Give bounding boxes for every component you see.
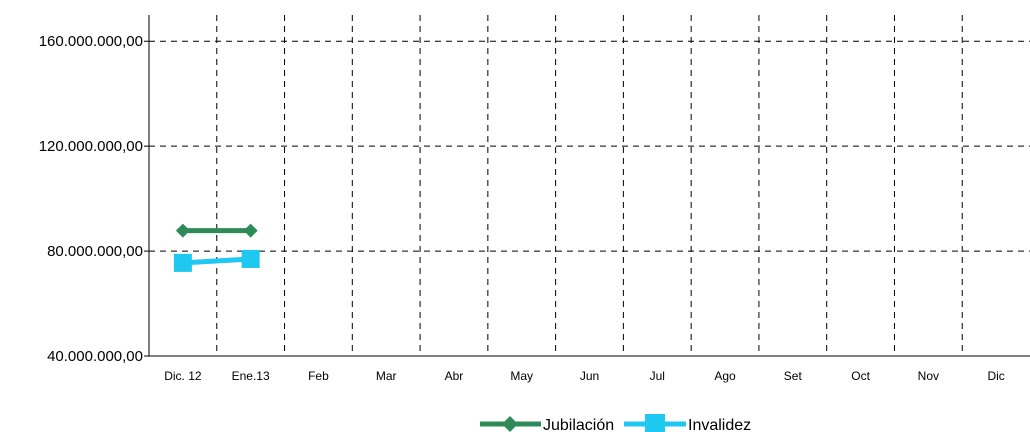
data-point-invalidez (173, 253, 192, 272)
data-point-jubilacion (243, 223, 258, 238)
x-tick-label: Jun (580, 369, 599, 383)
x-tick-label: Jul (650, 369, 665, 383)
x-tick-label: Dic (987, 369, 1004, 383)
x-tick-label: Dic. 12 (164, 369, 202, 383)
x-tick-label: Set (784, 369, 803, 383)
y-tick-label: 160.000.000,00 (39, 33, 143, 50)
x-tick-label: Abr (445, 369, 464, 383)
data-point-invalidez (241, 249, 260, 268)
data-point-jubilacion (175, 223, 190, 238)
x-tick-label: Ago (714, 369, 736, 383)
legend-label-invalidez: Invalidez (688, 417, 751, 432)
x-tick-label: Mar (376, 369, 397, 383)
legend-marker-jubilacion (502, 416, 518, 432)
x-tick-label: Ene.13 (232, 369, 270, 383)
y-tick-label: 80.000.000,00 (47, 243, 143, 260)
legend-marker-invalidez (645, 414, 665, 432)
y-tick-label: 40.000.000,00 (47, 348, 143, 365)
x-tick-label: Oct (851, 369, 870, 383)
x-tick-label: May (510, 369, 533, 383)
series-line-invalidez (182, 256, 251, 266)
legend-label-jubilacion: Jubilación (543, 417, 614, 432)
y-tick-label: 120.000.000,00 (39, 138, 143, 155)
x-tick-label: Feb (308, 369, 329, 383)
x-tick-label: Nov (918, 369, 939, 383)
